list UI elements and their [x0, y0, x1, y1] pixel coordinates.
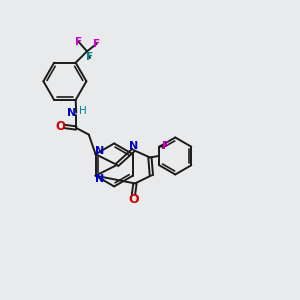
Text: O: O	[56, 120, 66, 133]
Text: F: F	[162, 140, 169, 151]
Text: N: N	[68, 108, 77, 118]
Text: F: F	[86, 52, 94, 62]
Text: N: N	[95, 146, 104, 156]
Text: F: F	[93, 39, 100, 49]
Text: H: H	[79, 106, 87, 116]
Text: N: N	[95, 174, 104, 184]
Text: O: O	[128, 193, 139, 206]
Text: N: N	[129, 141, 139, 151]
Text: F: F	[75, 37, 82, 47]
